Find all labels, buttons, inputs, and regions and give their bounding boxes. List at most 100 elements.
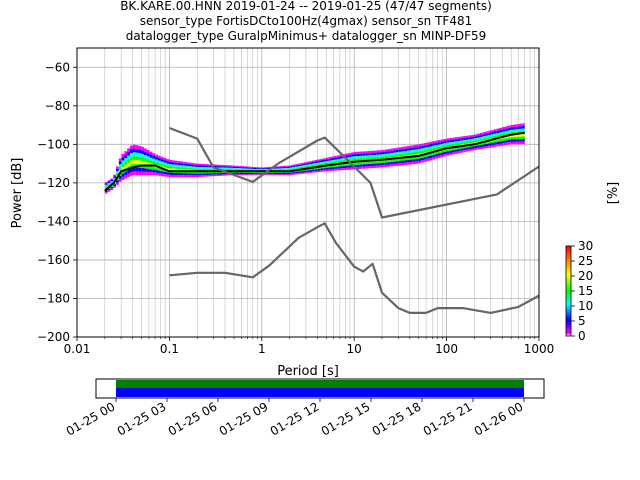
ppsd-cell [337, 160, 340, 163]
x-tick-label: 100 [435, 342, 458, 356]
ppsd-cell [289, 167, 293, 169]
ppsd-cell [152, 158, 156, 162]
ppsd-cell [233, 172, 237, 174]
ppsd-cell [398, 160, 402, 164]
ppsd-cell [429, 144, 433, 147]
ppsd-cell [412, 147, 416, 150]
ppsd-cell [449, 144, 452, 147]
ppsd-cell [174, 162, 178, 165]
ppsd-cell [356, 156, 360, 159]
ppsd-cell [157, 158, 161, 161]
ppsd-cell [412, 156, 416, 160]
ppsd-cell [468, 149, 472, 152]
ppsd-cell [491, 142, 494, 146]
ppsd-cell [412, 152, 416, 155]
ppsd-cell [393, 150, 396, 153]
ppsd-cell [328, 157, 332, 159]
ppsd-cell [253, 172, 256, 174]
ppsd-cell [485, 137, 489, 140]
ppsd-cell [384, 162, 388, 165]
ppsd-cell [362, 162, 366, 165]
ppsd-cell [510, 127, 514, 130]
ppsd-cell [463, 148, 466, 151]
ppsd-cell [314, 164, 318, 167]
ppsd-cell [188, 171, 192, 174]
ppsd-cell [443, 141, 447, 144]
ppsd-cell [356, 164, 360, 167]
ppsd-cell [398, 149, 402, 152]
ppsd-cell [211, 167, 214, 169]
x-tick-label: 1000 [524, 342, 555, 356]
ppsd-cell [359, 164, 363, 167]
ppsd-cell [275, 172, 279, 175]
ppsd-cell [370, 157, 374, 160]
ppsd-cell [323, 158, 326, 160]
ppsd-cell [281, 167, 284, 169]
ppsd-cell [227, 169, 231, 171]
ppsd-cell [138, 149, 142, 154]
ppsd-cell [381, 152, 385, 155]
ppsd-cell [415, 161, 419, 164]
ppsd-cell [135, 156, 139, 161]
ppsd-cell [415, 144, 419, 148]
ppsd-cell [457, 143, 461, 146]
colorbar-label: [%] [606, 182, 621, 205]
ppsd-cell [225, 172, 228, 175]
ppsd-cell [353, 154, 357, 157]
ppsd-cell [454, 141, 458, 144]
ppsd-cell [407, 159, 410, 163]
ppsd-cell [325, 157, 329, 160]
ppsd-cell [149, 169, 153, 173]
ppsd-cell [283, 166, 287, 169]
ppsd-cell [269, 174, 273, 176]
ppsd-cell [138, 160, 142, 165]
ppsd-cell [401, 151, 405, 154]
ppsd-cell [306, 170, 310, 172]
ppsd-cell [426, 156, 430, 159]
ppsd-cell [124, 158, 128, 162]
ppsd-density-band [104, 123, 525, 194]
ppsd-cell [146, 162, 150, 166]
ppsd-cell [373, 165, 377, 168]
ppsd-cell [314, 170, 318, 173]
ppsd-cell [365, 162, 368, 165]
ppsd-cell [331, 165, 335, 168]
ppsd-cell [401, 158, 405, 161]
ppsd-cell [384, 149, 388, 152]
ppsd-cell [227, 166, 231, 168]
ppsd-cell [348, 155, 352, 158]
ppsd-cell [197, 173, 200, 176]
ppsd-cell [432, 145, 436, 149]
ppsd-cell [107, 190, 111, 192]
ppsd-cell [278, 174, 282, 176]
ppsd-cell [479, 142, 483, 145]
ppsd-cell [493, 142, 497, 145]
ppsd-cell [320, 158, 324, 161]
ppsd-cell [345, 163, 349, 166]
ppsd-cell [250, 167, 254, 169]
ppsd-cell [208, 171, 212, 174]
ppsd-cell [418, 156, 422, 159]
ppsd-cell [407, 152, 410, 156]
ppsd-cell [208, 174, 212, 177]
ppsd-cell [317, 168, 321, 171]
ppsd-cell [485, 135, 489, 138]
ppsd-cell [328, 158, 332, 161]
ppsd-cell [202, 168, 206, 171]
ppsd-cell [152, 169, 156, 173]
x-tick-label: 1 [258, 342, 266, 356]
ppsd-cell [320, 163, 324, 166]
ppsd-cell [454, 143, 458, 146]
ppsd-cell [421, 157, 424, 161]
ppsd-cell [250, 168, 254, 170]
ppsd-cell [230, 167, 234, 170]
ppsd-cell [471, 134, 475, 137]
ppsd-cell [317, 159, 321, 161]
ppsd-cell [435, 154, 438, 157]
ppsd-cell [163, 162, 167, 165]
ppsd-cell [519, 126, 522, 129]
ppsd-cell [177, 161, 181, 164]
ppsd-cell [199, 175, 203, 177]
ppsd-cell [432, 141, 436, 144]
ppsd-cell [132, 159, 136, 164]
